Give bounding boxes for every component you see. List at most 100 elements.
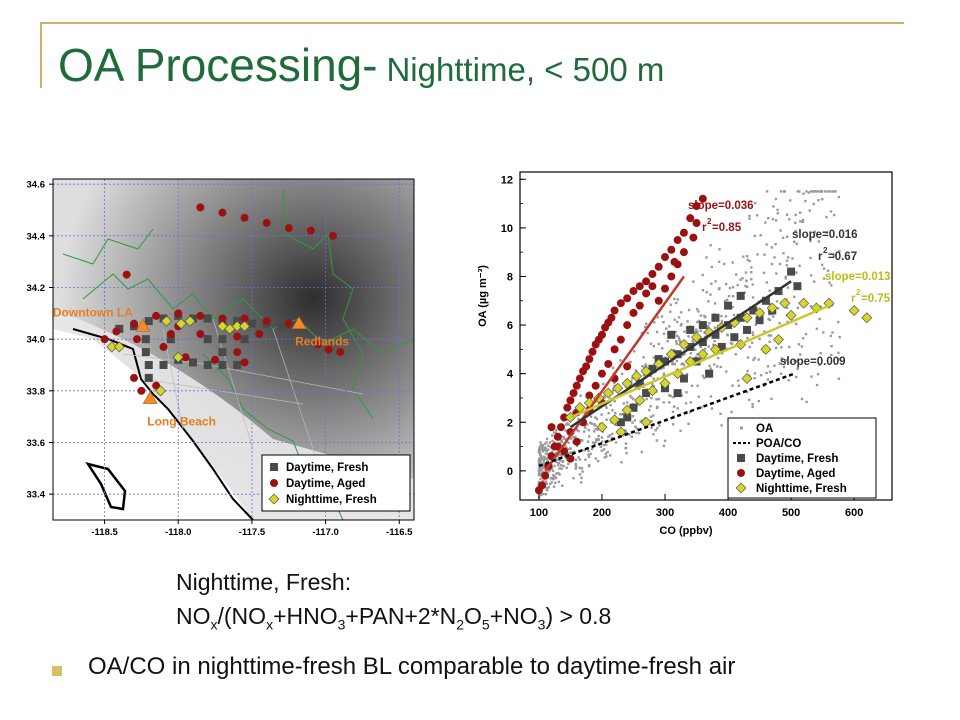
oa-point — [687, 335, 690, 338]
oa-point — [699, 345, 702, 349]
oa-point — [628, 433, 631, 436]
scatter-point — [635, 301, 644, 310]
oa-point — [605, 455, 608, 458]
oa-point — [761, 314, 764, 317]
oa-point — [768, 340, 771, 344]
oa-point — [775, 300, 779, 303]
scatter-point — [667, 330, 676, 339]
county-boundary — [62, 228, 154, 265]
map-legend-swatch — [268, 493, 280, 505]
oa-point — [746, 336, 749, 340]
oa-point — [613, 381, 616, 385]
oa-point — [581, 470, 584, 473]
map-point — [130, 319, 139, 328]
oa-point — [673, 362, 677, 366]
map-ytick-label: 34.0 — [27, 335, 46, 346]
oa-point — [705, 256, 708, 259]
oa-point — [637, 432, 641, 435]
oa-point — [724, 282, 728, 286]
oa-point — [554, 481, 557, 485]
scatter-point — [597, 369, 606, 378]
oa-point — [537, 469, 541, 472]
oa-point — [569, 451, 572, 455]
oa-point — [631, 415, 635, 418]
oa-point — [542, 466, 546, 470]
oa-point — [785, 359, 788, 362]
oa-point — [605, 418, 608, 421]
map-point — [184, 315, 196, 327]
oa-point — [783, 190, 786, 193]
oa-point — [545, 482, 549, 486]
oa-point — [838, 335, 841, 339]
oa-point — [539, 454, 543, 458]
scatter-point — [610, 306, 619, 315]
oa-point — [766, 365, 770, 368]
oa-point — [801, 218, 805, 222]
r2-value: =0.75 — [861, 293, 891, 305]
oa-point — [590, 447, 594, 451]
oa-point — [731, 286, 735, 289]
oa-point — [542, 450, 545, 453]
oa-point — [813, 230, 817, 233]
oa-point — [607, 435, 610, 438]
scatter-point — [736, 313, 745, 322]
oa-point — [624, 446, 627, 450]
oa-point — [814, 190, 817, 193]
oa-point — [765, 281, 769, 284]
oa-point — [765, 371, 768, 375]
scatter-point — [585, 355, 594, 364]
oa-point — [821, 198, 824, 201]
scatter-point — [673, 236, 682, 245]
oa-point — [614, 423, 618, 427]
scatter-xtick-label: 200 — [593, 507, 611, 519]
oa-point — [817, 240, 820, 243]
scatter-legend-label: OA — [756, 423, 773, 435]
map-point — [181, 353, 190, 362]
oa-point — [610, 421, 613, 424]
caption-line-1: Nighttime, Fresh: — [176, 569, 352, 595]
scatter-xlabel: CO (ppbv) — [659, 525, 712, 537]
oa-point — [550, 481, 553, 484]
oa-point — [662, 321, 665, 324]
oa-point — [783, 359, 787, 363]
oa-point — [679, 324, 683, 327]
oa-point — [567, 452, 570, 455]
oa-point — [553, 441, 556, 444]
oa-point — [750, 278, 753, 281]
oa-point — [681, 362, 685, 365]
scatter-ytick-label: 12 — [501, 174, 513, 186]
scatter-ytick-label: 2 — [507, 417, 513, 429]
formula-sub: x — [266, 616, 274, 633]
oa-point — [652, 345, 656, 348]
oa-point — [696, 320, 699, 324]
oa-point — [569, 447, 572, 450]
oa-point — [723, 262, 726, 266]
oa-point — [557, 461, 560, 465]
oa-point — [553, 464, 556, 468]
oa-point — [724, 315, 728, 318]
oa-point — [539, 493, 543, 497]
oa-point — [754, 323, 758, 327]
oa-point — [767, 317, 770, 321]
scatter-point — [686, 325, 695, 334]
oa-point — [556, 455, 559, 458]
scatter-point — [793, 282, 802, 291]
oa-point — [546, 448, 550, 451]
oa-point — [547, 485, 550, 489]
scatter-point — [661, 284, 670, 293]
oa-point — [826, 190, 830, 193]
oa-point — [829, 210, 833, 213]
oa-point — [671, 423, 675, 426]
scatter-point — [623, 362, 632, 371]
formula-part: +PAN+2*N — [345, 603, 457, 629]
oa-point — [685, 373, 689, 376]
oa-point — [545, 486, 548, 490]
oa-point — [799, 353, 802, 356]
oa-point — [660, 315, 664, 318]
scatter-point — [785, 309, 797, 321]
oa-point — [745, 255, 749, 258]
map-point — [196, 330, 205, 338]
oa-point — [743, 291, 746, 294]
oa-point — [746, 390, 749, 394]
frame-top-rule — [42, 22, 904, 24]
